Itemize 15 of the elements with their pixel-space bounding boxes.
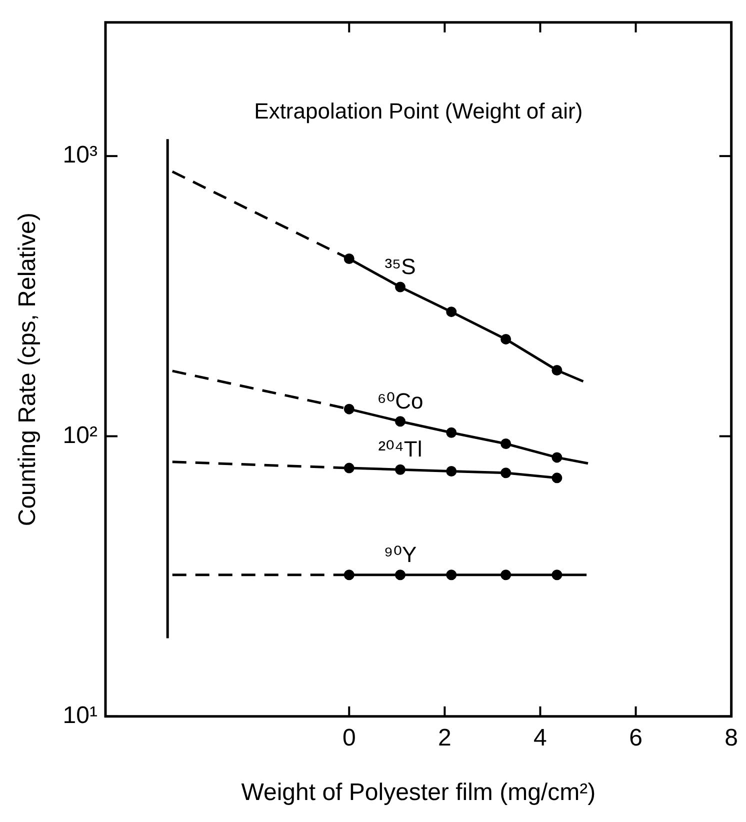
x-tick-label: 2	[438, 724, 452, 752]
x-tick-label: 4	[534, 724, 547, 752]
y-tick-label: 10²	[62, 422, 98, 449]
x-tick-label: 8	[724, 724, 738, 752]
series-label: ³⁵S	[384, 254, 416, 280]
x-axis-title: Weight of Polyester film (mg/cm²)	[241, 779, 596, 806]
y-tick-label: 10¹	[62, 702, 98, 730]
y-axis-title: Counting Rate (cps, Relative)	[14, 212, 42, 526]
series-label: ⁹⁰Y	[384, 542, 418, 567]
y-tick-label: 10³	[62, 142, 98, 169]
annotation: Extrapolation Point (Weight of air)	[254, 98, 583, 124]
series-label: ²⁰⁴Tl	[378, 436, 422, 462]
x-tick-label: 0	[342, 724, 356, 752]
series-label: ⁶⁰Co	[377, 388, 424, 414]
x-tick-label: 6	[629, 724, 642, 752]
